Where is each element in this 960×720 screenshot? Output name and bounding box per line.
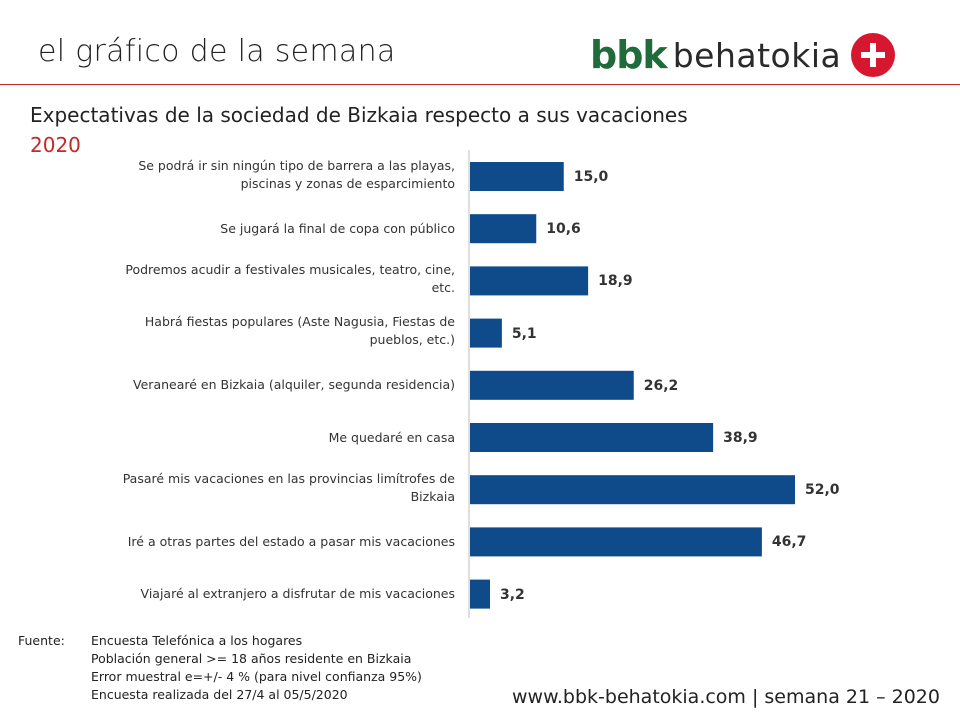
- category-label-line: Se jugará la final de copa con público: [220, 220, 455, 236]
- source-line: Población general >= 18 años residente e…: [91, 651, 412, 666]
- category-label: Se podrá ir sin ningún tipo de barrera a…: [95, 157, 455, 193]
- data-label: 46,7: [771, 534, 807, 551]
- category-label-line: etc.: [431, 279, 455, 295]
- category-label: Pasaré mis vacaciones en las provincias …: [95, 470, 455, 506]
- data-label: 15,0: [573, 169, 609, 185]
- category-label-line: Iré a otras partes del estado a pasar mi…: [127, 533, 455, 549]
- data-label: 52,0: [805, 482, 840, 499]
- page-title: el gráfico de la semana: [38, 34, 396, 69]
- bar: [470, 423, 714, 452]
- category-label-line: Podremos acudir a festivales musicales, …: [125, 261, 455, 277]
- category-label-line: piscinas y zonas de esparcimiento: [240, 175, 455, 191]
- data-label: 26,2: [643, 377, 679, 394]
- category-label-line: Veranearé en Bizkaia (alquiler, segunda …: [133, 377, 455, 393]
- category-label: Viajaré al extranjero a disfrutar de mis…: [95, 585, 455, 603]
- category-label: Veranearé en Bizkaia (alquiler, segunda …: [95, 376, 455, 394]
- bar: [470, 266, 589, 296]
- bar: [470, 318, 502, 348]
- category-label-line: Habrá fiestas populares (Aste Nagusia, F…: [144, 314, 455, 330]
- data-label: 18,9: [598, 273, 633, 290]
- category-label: Habrá fiestas populares (Aste Nagusia, F…: [95, 313, 455, 349]
- bar: [470, 370, 634, 400]
- source-lines: Encuesta Telefónica a los hogares Poblac…: [91, 632, 422, 704]
- category-label: Me quedaré en casa: [95, 429, 455, 447]
- bar: [470, 527, 762, 557]
- source-line: Error muestral e=+/- 4 % (para nivel con…: [91, 669, 422, 684]
- chart-title: Expectativas de la sociedad de Bizkaia r…: [30, 103, 688, 127]
- data-label: 5,1: [511, 325, 537, 342]
- source-line: Encuesta Telefónica a los hogares: [91, 633, 303, 648]
- data-label: 3,2: [500, 586, 525, 603]
- category-label-line: Viajaré al extranjero a disfrutar de mis…: [140, 586, 455, 602]
- source-line: Encuesta realizada del 27/4 al 05/5/2020: [91, 687, 348, 702]
- data-label: 38,9: [723, 430, 758, 446]
- category-label-line: Se podrá ir sin ningún tipo de barrera a…: [138, 157, 455, 173]
- bar: [470, 579, 490, 609]
- source-label: Fuente:: [18, 633, 65, 648]
- category-label-line: Pasaré mis vacaciones en las provincias …: [122, 470, 455, 486]
- category-label: Podremos acudir a festivales musicales, …: [95, 261, 455, 297]
- category-label-line: pueblos, etc.): [369, 332, 455, 348]
- footer-text: www.bbk-behatokia.com | semana 21 – 2020: [511, 686, 940, 708]
- bar: [470, 475, 795, 505]
- header-divider: [0, 84, 960, 85]
- logo-behatokia-text: behatokia: [672, 35, 842, 75]
- category-label: Iré a otras partes del estado a pasar mi…: [95, 533, 455, 551]
- category-label-line: Bizkaia: [410, 488, 455, 504]
- data-label: 10,6: [546, 221, 581, 238]
- brand-logo: bbk behatokia: [590, 30, 896, 80]
- plus-cross-icon: [851, 33, 896, 77]
- logo-bbk-text: bbk: [590, 33, 668, 77]
- category-label-line: Me quedaré en casa: [328, 429, 455, 445]
- chart-subtitle: 2020: [30, 133, 81, 157]
- category-label: Se jugará la final de copa con público: [95, 220, 455, 238]
- bar: [470, 162, 564, 191]
- bar: [470, 214, 537, 244]
